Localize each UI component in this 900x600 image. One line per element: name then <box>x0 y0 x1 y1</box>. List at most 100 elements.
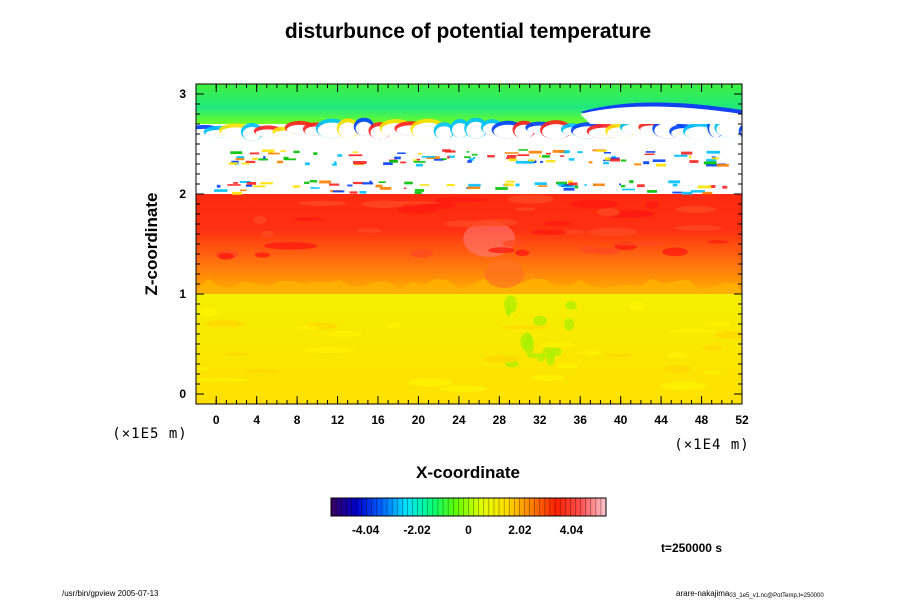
field-flake <box>231 160 239 164</box>
field-flake <box>556 181 567 185</box>
x-tick-label: 12 <box>331 413 345 427</box>
field-streak <box>488 247 515 254</box>
field-flake <box>688 155 692 159</box>
field-flake <box>621 188 636 191</box>
field-flake <box>668 180 681 184</box>
y-axis-label: Z-coordinate <box>142 193 161 296</box>
field-streak <box>387 322 401 328</box>
field-streak <box>546 352 555 366</box>
field-streak <box>715 330 742 340</box>
field-flake <box>444 150 456 153</box>
field-flake <box>239 180 251 184</box>
field-streak <box>532 374 565 381</box>
field-streak <box>581 350 602 356</box>
field-flake <box>611 155 616 159</box>
x-tick-label: 24 <box>452 413 466 427</box>
field-streak <box>224 352 250 356</box>
field-flake <box>495 187 508 190</box>
field-streak <box>438 385 488 393</box>
field-flake <box>618 183 622 186</box>
field-flake <box>416 158 420 161</box>
field-flake <box>558 183 565 187</box>
field-flake <box>567 180 574 183</box>
field-flake <box>506 157 516 160</box>
field-flake <box>329 183 340 186</box>
field-flake <box>347 184 353 187</box>
footer-right: arare-nakajima03_1e5_v1.nc@PotTemp,t=250… <box>676 589 824 599</box>
field-flake <box>337 154 343 157</box>
field-flake <box>468 158 474 161</box>
x-tick-label: 20 <box>412 413 426 427</box>
field-flake <box>672 191 682 194</box>
field-streak <box>565 301 577 310</box>
field-flake <box>268 151 274 154</box>
field-flake <box>375 184 383 188</box>
field-flake <box>534 182 547 186</box>
field-streak <box>196 377 239 382</box>
field-flake <box>541 155 551 158</box>
field-flake <box>505 180 516 183</box>
field-flake <box>389 160 399 163</box>
field-flake <box>333 161 337 165</box>
field-flake <box>672 183 678 187</box>
field-flake <box>703 161 717 165</box>
x-tick-label: 8 <box>294 413 301 427</box>
field-flake <box>577 151 583 154</box>
field-streak <box>627 301 647 311</box>
field-flake <box>559 150 570 154</box>
y-scale-label: (×1E5 m) <box>112 426 187 442</box>
field-streak <box>292 217 324 221</box>
field-flake <box>603 161 609 165</box>
field-flake <box>588 161 593 164</box>
field-flake <box>283 158 296 161</box>
field-streak <box>515 207 536 211</box>
field-flake <box>468 183 481 187</box>
field-streak <box>659 381 708 390</box>
field-flake <box>559 155 565 157</box>
field-streak <box>327 331 363 337</box>
field-streak <box>397 205 439 214</box>
field-flake <box>552 149 565 153</box>
field-flake <box>711 157 719 160</box>
field-flake <box>620 159 627 162</box>
field-flake <box>378 181 386 183</box>
chart-title: disturbunce of potential temperature <box>285 20 651 43</box>
field-streak <box>645 201 660 209</box>
field-streak <box>254 252 271 258</box>
field-flake <box>349 191 358 194</box>
field-blob <box>684 126 716 140</box>
field-flake <box>260 182 273 185</box>
x-tick-label: 32 <box>533 413 547 427</box>
field-flake <box>508 158 517 162</box>
field-flake <box>313 152 318 155</box>
field-flake <box>228 162 238 165</box>
field-streak <box>197 308 218 317</box>
field-flake <box>352 151 359 154</box>
field-flake <box>383 162 393 166</box>
field-flake <box>690 190 705 193</box>
x-ticks: 0 4 8 12 16 20 24 28 32 36 40 44 48 52 <box>213 84 749 427</box>
field-flake <box>245 160 256 163</box>
x-scale-label: (×1E4 m) <box>674 437 749 453</box>
field-streak <box>244 369 281 374</box>
field-flake <box>263 156 266 159</box>
field-flake <box>421 155 436 158</box>
time-annotation: t=250000 s <box>661 541 722 555</box>
y-tick-label: 0 <box>179 387 186 401</box>
heatmap-field <box>196 84 742 404</box>
x-tick-label: 40 <box>614 413 628 427</box>
field-flake <box>293 150 300 154</box>
field-streak <box>298 200 347 206</box>
field-flake <box>415 163 423 167</box>
field-flake <box>681 191 693 195</box>
colorbar-tick-label: 0 <box>465 523 472 537</box>
field-flake <box>503 183 514 187</box>
field-blob <box>580 106 742 124</box>
field-streak <box>531 229 568 235</box>
colorbar: -4.04 -2.02 0 2.02 4.04 <box>330 497 607 537</box>
field-flake <box>283 156 289 160</box>
field-flake <box>697 185 712 189</box>
field-streak <box>664 364 692 374</box>
field-streak <box>540 341 576 348</box>
